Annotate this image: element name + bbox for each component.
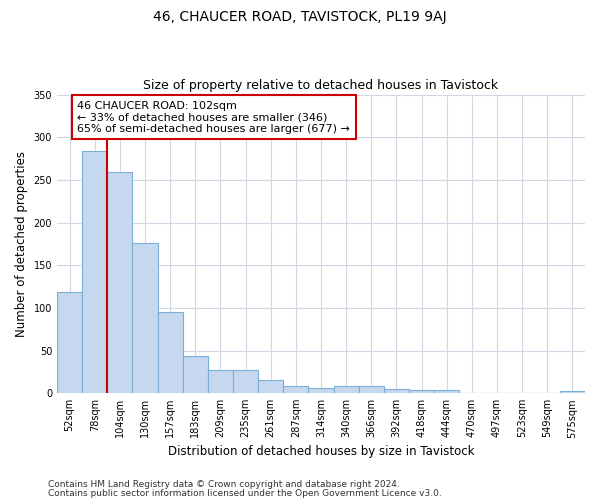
Bar <box>434 390 459 393</box>
Bar <box>560 390 585 393</box>
Bar <box>258 380 283 393</box>
Bar <box>409 390 434 393</box>
Bar <box>82 151 107 393</box>
Bar <box>208 370 233 393</box>
Bar <box>283 386 308 393</box>
Bar <box>384 389 409 393</box>
Bar <box>233 370 258 393</box>
Bar <box>334 386 359 393</box>
Text: Contains public sector information licensed under the Open Government Licence v3: Contains public sector information licen… <box>48 488 442 498</box>
Bar <box>183 356 208 393</box>
Bar <box>308 388 334 393</box>
Bar <box>57 292 82 393</box>
Title: Size of property relative to detached houses in Tavistock: Size of property relative to detached ho… <box>143 79 499 92</box>
Text: 46 CHAUCER ROAD: 102sqm
← 33% of detached houses are smaller (346)
65% of semi-d: 46 CHAUCER ROAD: 102sqm ← 33% of detache… <box>77 100 350 134</box>
Bar <box>158 312 183 393</box>
Bar <box>133 243 158 393</box>
X-axis label: Distribution of detached houses by size in Tavistock: Distribution of detached houses by size … <box>168 444 474 458</box>
Text: 46, CHAUCER ROAD, TAVISTOCK, PL19 9AJ: 46, CHAUCER ROAD, TAVISTOCK, PL19 9AJ <box>153 10 447 24</box>
Bar <box>107 172 133 393</box>
Bar <box>359 386 384 393</box>
Text: Contains HM Land Registry data © Crown copyright and database right 2024.: Contains HM Land Registry data © Crown c… <box>48 480 400 489</box>
Y-axis label: Number of detached properties: Number of detached properties <box>15 151 28 337</box>
